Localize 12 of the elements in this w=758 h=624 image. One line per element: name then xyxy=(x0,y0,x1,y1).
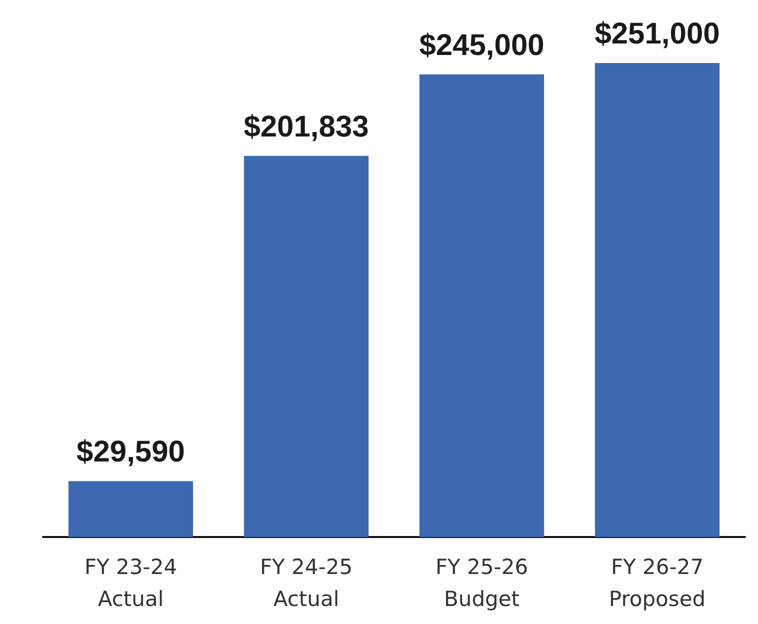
x-tick-label: FY 25-26 Budget xyxy=(435,555,528,611)
data-label: $245,000 xyxy=(419,28,544,62)
x-tick-label: FY 24-25 Actual xyxy=(260,555,353,611)
data-label: $251,000 xyxy=(594,18,720,50)
bar xyxy=(419,74,544,537)
bar xyxy=(68,481,194,537)
data-label: $29,590 xyxy=(76,436,185,469)
bar xyxy=(244,156,369,537)
bar xyxy=(594,63,720,537)
data-label: $201,833 xyxy=(244,110,369,144)
x-tick-label: FY 23-24 Actual xyxy=(84,555,178,611)
x-tick-label: FY 26-27 Proposed xyxy=(608,555,706,611)
